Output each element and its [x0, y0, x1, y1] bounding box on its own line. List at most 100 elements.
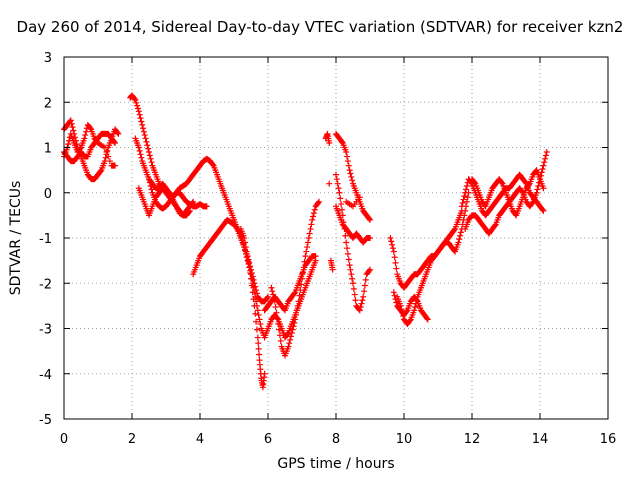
data-point	[361, 282, 368, 289]
data-point	[350, 280, 356, 287]
data-point	[287, 333, 294, 340]
y-tick-label: 0	[44, 187, 52, 202]
data-point	[367, 216, 373, 223]
data-point	[347, 266, 354, 273]
data-point	[139, 121, 146, 128]
data-point	[249, 289, 256, 296]
data-point	[138, 118, 145, 125]
data-point	[82, 132, 89, 139]
data-point	[333, 176, 340, 183]
data-point	[411, 307, 418, 314]
data-point	[456, 236, 463, 243]
data-point	[360, 293, 367, 300]
data-point	[264, 294, 271, 301]
data-point	[316, 198, 322, 205]
data-point	[72, 137, 79, 144]
data-point	[142, 135, 149, 142]
x-tick-label: 8	[332, 432, 340, 447]
data-point	[356, 194, 363, 201]
data-point	[343, 149, 350, 156]
data-point	[312, 253, 319, 260]
data-point	[288, 330, 295, 337]
data-point	[539, 206, 546, 213]
y-tick-label: -4	[39, 368, 52, 383]
data-point	[246, 264, 253, 271]
data-point	[242, 244, 249, 251]
data-point	[349, 177, 356, 184]
data-point	[247, 270, 254, 277]
data-point	[106, 158, 113, 165]
data-point	[390, 289, 397, 296]
data-point	[367, 266, 373, 273]
data-point	[359, 297, 366, 304]
data-point	[134, 105, 141, 112]
data-point	[542, 152, 549, 159]
data-point	[71, 130, 78, 137]
data-point	[403, 308, 410, 315]
data-point	[185, 208, 192, 215]
data-point	[111, 138, 118, 145]
data-point	[256, 351, 263, 358]
data-point	[254, 334, 261, 341]
x-tick-label: 14	[532, 432, 549, 447]
data-point	[315, 199, 322, 206]
data-point	[397, 302, 404, 309]
data-point	[112, 162, 118, 169]
data-point	[308, 221, 315, 228]
data-point	[345, 256, 352, 263]
data-point	[338, 138, 345, 145]
data-point	[274, 315, 281, 322]
data-point	[298, 281, 305, 288]
data-point	[102, 154, 109, 161]
data-point	[257, 320, 264, 327]
data-point	[290, 323, 297, 330]
data-point	[533, 189, 540, 196]
data-point	[356, 307, 363, 314]
data-point	[209, 161, 216, 168]
data-point	[270, 291, 277, 298]
data-point	[349, 275, 356, 282]
data-point	[273, 309, 280, 316]
data-point	[243, 254, 250, 261]
data-point	[277, 337, 284, 344]
data-point	[104, 147, 111, 154]
data-point	[300, 264, 307, 271]
data-point	[458, 203, 465, 210]
data-point	[352, 297, 359, 304]
data-point	[115, 130, 122, 137]
data-point	[287, 336, 294, 343]
y-tick-label: 2	[44, 96, 52, 111]
data-point	[67, 117, 74, 124]
x-tick-label: 2	[128, 432, 136, 447]
data-point	[261, 370, 268, 377]
data-point	[72, 134, 79, 141]
data-point	[344, 245, 351, 252]
data-point	[133, 99, 140, 106]
data-point	[250, 296, 257, 303]
data-point	[295, 298, 302, 305]
data-point	[459, 199, 466, 206]
data-point	[326, 180, 333, 187]
data-point	[135, 108, 142, 115]
data-point	[304, 239, 311, 246]
data-point	[243, 248, 250, 255]
data-point	[286, 340, 293, 347]
data-point	[305, 235, 312, 241]
y-tick-label: -5	[39, 413, 52, 428]
data-point	[343, 239, 350, 246]
y-tick-label: 3	[44, 51, 52, 66]
data-point	[424, 316, 431, 323]
data-point	[539, 165, 546, 172]
data-point	[101, 158, 108, 165]
y-tick-label: -3	[39, 323, 52, 338]
data-point	[344, 250, 351, 257]
data-point	[270, 294, 277, 301]
data-point	[306, 230, 313, 237]
data-point	[344, 153, 351, 160]
data-point	[303, 248, 310, 255]
data-point	[244, 253, 251, 260]
y-tick-label: -1	[39, 232, 52, 247]
data-point	[461, 193, 468, 200]
data-point	[293, 307, 300, 314]
data-point	[361, 288, 368, 295]
